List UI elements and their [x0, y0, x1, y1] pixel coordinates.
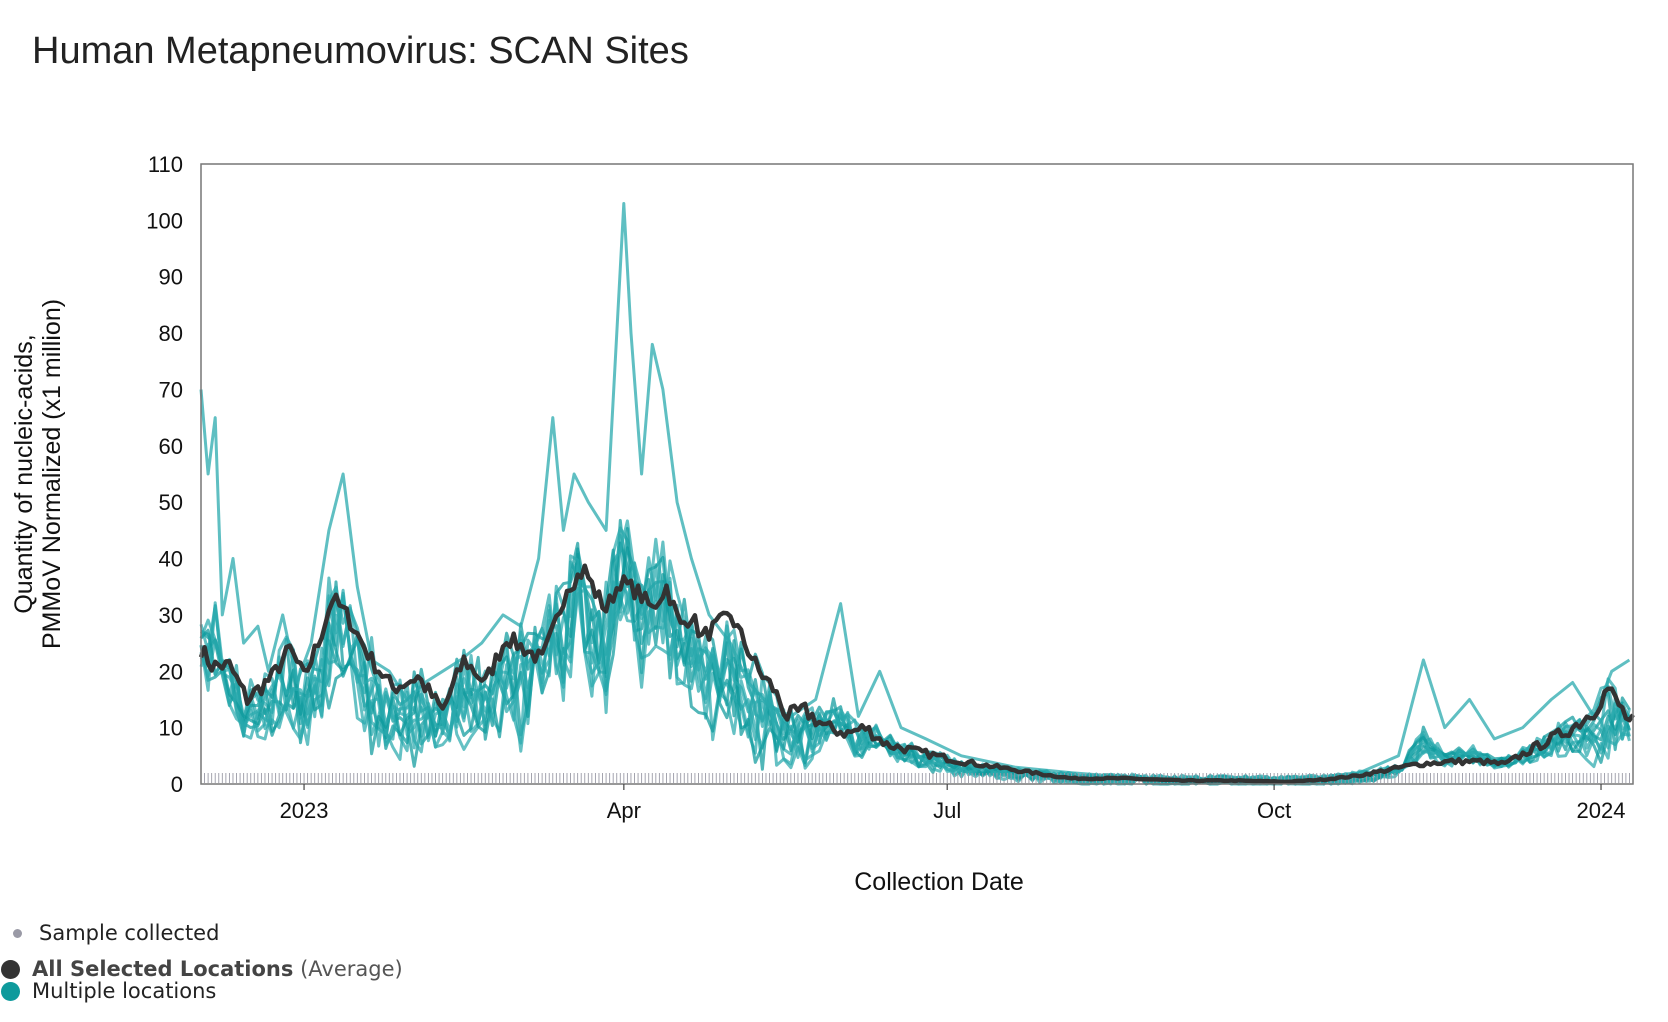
y-tick-label: 50: [159, 490, 183, 515]
legend-item-multiple[interactable]: Multiple locations: [0, 978, 216, 1004]
site-lines: [199, 202, 1631, 786]
y-tick-label: 100: [146, 208, 183, 233]
sample-dot-icon: [13, 928, 22, 938]
legend-label-average-suffix: (Average): [300, 957, 403, 981]
x-tick-label: Oct: [1257, 798, 1291, 823]
page-title: Human Metapneumovirus: SCAN Sites: [32, 30, 689, 72]
x-tick-label: 2024: [1577, 798, 1626, 823]
x-axis-ticks: 2023 Apr Jul Oct 2024: [280, 784, 1626, 823]
y-tick-label: 0: [171, 772, 183, 797]
y-tick-label: 60: [159, 434, 183, 459]
site-series-line[interactable]: [199, 202, 1631, 780]
y-tick-label: 10: [159, 716, 183, 741]
legend-label-average: All Selected Locations: [32, 957, 294, 981]
legend-item-average[interactable]: All Selected Locations (Average): [0, 956, 403, 982]
legend-label-multiple: Multiple locations: [32, 979, 217, 1003]
y-tick-label: 70: [159, 377, 183, 402]
x-axis-label: Collection Date: [854, 868, 1024, 896]
sample-collected-markers: [200, 773, 1634, 783]
average-dot-icon: [1, 959, 20, 979]
legend-label-sample: Sample collected: [39, 921, 220, 945]
y-tick-label: 40: [159, 547, 183, 572]
y-tick-label: 90: [159, 265, 183, 290]
y-axis-ticks: 0 10 20 30 40 50 60 70 80 90 100 110: [146, 152, 183, 797]
average-line[interactable]: [198, 563, 1635, 785]
multiple-dot-icon: [1, 981, 20, 1001]
x-tick-label: Apr: [607, 798, 641, 823]
average-line-layer: [198, 563, 1635, 785]
y-axis-label-line-1: Quantity of nucleic-acids,: [10, 334, 38, 613]
x-tick-label: Jul: [933, 798, 961, 823]
legend-item-sample[interactable]: Sample collected: [0, 920, 219, 946]
y-tick-label: 20: [159, 659, 183, 684]
y-axis-label-line-2: PMMoV Normalized (x1 million): [38, 299, 66, 649]
y-tick-label: 30: [159, 603, 183, 628]
y-tick-label: 110: [148, 152, 183, 177]
plot-frame: [200, 163, 1634, 785]
y-tick-label: 80: [159, 321, 183, 346]
x-tick-label: 2023: [280, 798, 329, 823]
